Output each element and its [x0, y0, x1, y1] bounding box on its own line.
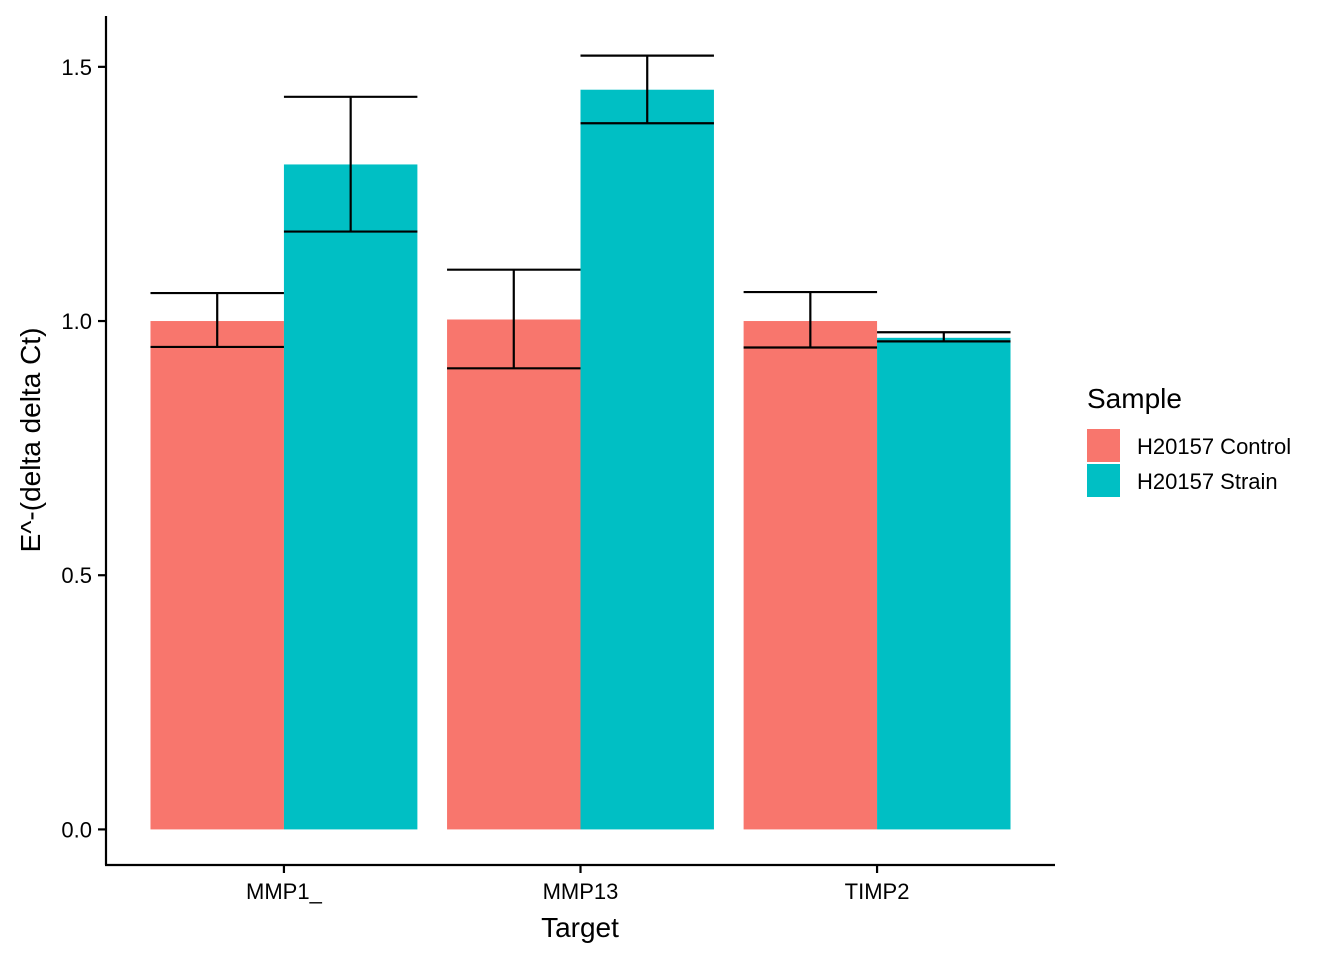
errorbars-layer: [150, 54, 1011, 370]
legend-title: Sample: [1087, 383, 1182, 414]
y-axis-title: E^-(delta delta Ct): [15, 328, 46, 553]
x-axis-title: Target: [541, 912, 619, 943]
bar-timp2-series-2: [877, 337, 1011, 830]
x-tick-label: MMP1_: [246, 879, 323, 904]
x-tick-label: MMP13: [543, 879, 619, 904]
y-ticks: 0.0 0.5 1.0 1.5: [61, 55, 106, 842]
bars-layer: [150, 89, 1011, 830]
bar-mmp13-series-1: [447, 319, 581, 830]
legend: Sample H20157 Control H20157 Strain: [1087, 383, 1291, 497]
errorbar-mmp1-series-2: [283, 95, 418, 233]
bar-mmp1-series-2: [283, 164, 418, 830]
bar-mmp1-series-1: [150, 321, 284, 830]
legend-key-series-1: [1087, 429, 1120, 462]
bar-timp2-series-1: [743, 321, 878, 830]
bar-mmp13-series-2: [580, 89, 714, 830]
y-tick-label: 1.0: [61, 309, 92, 334]
x-tick-label: TIMP2: [845, 879, 910, 904]
errorbar-timp2-series-2: [877, 331, 1011, 343]
y-tick-label: 1.5: [61, 55, 92, 80]
errorbar-mmp1-series-1: [150, 291, 284, 349]
legend-label-series-1: H20157 Control: [1137, 434, 1291, 459]
errorbar-mmp13-series-1: [447, 268, 581, 370]
errorbar-mmp13-series-2: [580, 54, 714, 125]
legend-label-series-2: H20157 Strain: [1137, 469, 1278, 494]
errorbar-timp2-series-1: [743, 290, 878, 349]
y-tick-label: 0.5: [61, 563, 92, 588]
x-ticks: MMP1_ MMP13 TIMP2: [246, 865, 909, 904]
y-tick-label: 0.0: [61, 817, 92, 842]
legend-key-series-2: [1087, 464, 1120, 497]
